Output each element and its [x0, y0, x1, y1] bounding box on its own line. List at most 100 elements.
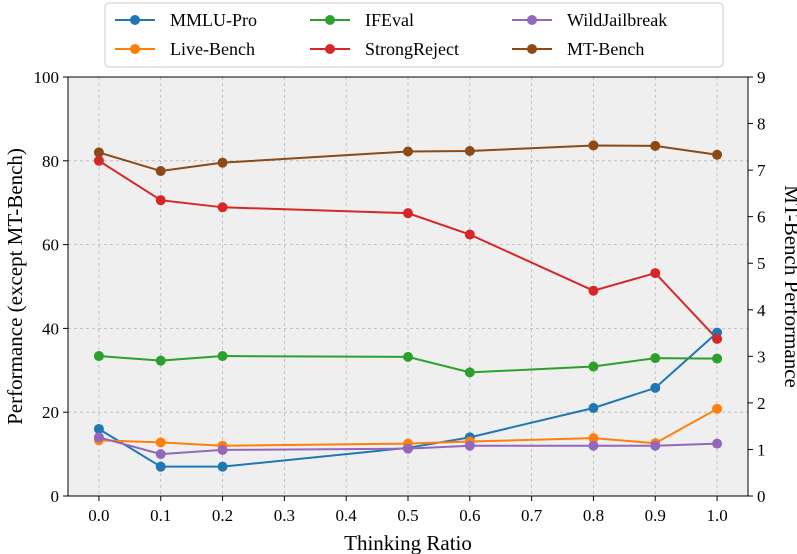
- data-point-wildjailbreak: [217, 444, 228, 455]
- legend-marker: [527, 44, 537, 54]
- data-point-mt-bench: [93, 147, 104, 158]
- x-tick-label: 1.0: [706, 506, 727, 525]
- data-point-strongreject: [588, 285, 599, 296]
- x-tick-label: 0.4: [336, 506, 358, 525]
- y-left-tick-label: 40: [42, 319, 59, 338]
- y-left-tick-label: 80: [42, 152, 59, 171]
- legend-label: Live-Bench: [170, 39, 255, 59]
- data-point-strongreject: [93, 155, 104, 166]
- data-point-wildjailbreak: [588, 440, 599, 451]
- data-point-mt-bench: [217, 157, 228, 168]
- legend-item: WildJailbreak: [512, 10, 667, 30]
- data-point-wildjailbreak: [712, 438, 723, 449]
- data-point-mmlu-pro: [650, 382, 661, 393]
- data-point-mmlu-pro: [588, 403, 599, 414]
- x-tick-label: 0.3: [274, 506, 295, 525]
- series-line-mt-bench: [98, 144, 718, 173]
- y-right-tick-label: 5: [757, 254, 766, 273]
- y-right-tick-label: 6: [757, 208, 766, 227]
- x-tick-label: 0.9: [645, 506, 666, 525]
- x-tick-label: 0.7: [521, 506, 543, 525]
- legend-item: MMLU-Pro: [115, 10, 257, 30]
- legend-box: [104, 2, 724, 68]
- y-right-tick-label: 1: [757, 440, 766, 459]
- data-point-ifeval: [464, 367, 475, 378]
- data-point-ifeval: [588, 361, 599, 372]
- legend-marker: [130, 15, 140, 25]
- data-point-mt-bench: [403, 146, 413, 157]
- data-point-strongreject: [650, 268, 661, 279]
- data-point-mt-bench: [650, 140, 661, 151]
- legend-marker: [130, 44, 140, 54]
- x-axis-label: Thinking Ratio: [344, 531, 472, 554]
- data-point-mt-bench: [464, 146, 475, 157]
- y-left-tick-label: 0: [51, 487, 60, 506]
- x-tick-label: 0.0: [88, 506, 109, 525]
- y-right-tick-label: 2: [757, 394, 766, 413]
- y-right-tick-label: 8: [757, 115, 766, 134]
- data-point-ifeval: [217, 351, 228, 362]
- data-point-ifeval: [712, 353, 723, 364]
- y-right-tick-label: 7: [757, 161, 766, 180]
- data-point-ifeval: [650, 353, 661, 364]
- data-point-strongreject: [464, 229, 475, 240]
- data-point-strongreject: [155, 195, 166, 206]
- data-point-mt-bench: [712, 149, 723, 160]
- y-right-tick-label: 0: [757, 487, 766, 506]
- data-point-mt-bench: [155, 166, 166, 177]
- data-point-ifeval: [403, 351, 413, 362]
- x-tick-label: 0.2: [212, 506, 233, 525]
- legend-item: Live-Bench: [115, 39, 255, 59]
- series-lines: [98, 144, 718, 468]
- legend-item: StrongReject: [310, 39, 459, 59]
- legend-item: MT-Bench: [512, 39, 644, 59]
- legend-label: WildJailbreak: [567, 10, 667, 30]
- data-point-wildjailbreak: [403, 443, 413, 454]
- x-tick-label: 0.5: [397, 506, 418, 525]
- data-point-wildjailbreak: [93, 432, 104, 443]
- y-axis-left: 0 20 40 60 80 100: [34, 68, 68, 506]
- y-left-tick-label: 20: [42, 403, 59, 422]
- legend-label: MT-Bench: [567, 39, 644, 59]
- y-right-tick-label: 3: [757, 347, 766, 366]
- x-tick-label: 0.6: [459, 506, 480, 525]
- y-axis-left-label: Performance (except MT-Bench): [3, 148, 27, 425]
- legend: MMLU-Pro Live-Bench IFEval StrongReject Wild…: [104, 2, 724, 68]
- series-line-live-bench: [98, 407, 718, 447]
- data-point-live-bench: [712, 403, 723, 414]
- data-point-ifeval: [93, 351, 104, 362]
- y-left-tick-label: 100: [34, 68, 60, 87]
- data-point-mmlu-pro: [217, 461, 228, 472]
- data-point-strongreject: [712, 333, 723, 344]
- legend-marker: [527, 15, 537, 25]
- data-point-ifeval: [155, 355, 166, 366]
- x-tick-label: 0.8: [583, 506, 604, 525]
- legend-label: MMLU-Pro: [170, 10, 257, 30]
- x-axis: 0.0 0.1 0.2 0.3 0.4 0.5 0.6 0.7 0.8 0.9 1.0: [88, 496, 728, 525]
- data-point-wildjailbreak: [650, 440, 661, 451]
- data-point-live-bench: [155, 437, 166, 448]
- data-point-wildjailbreak: [464, 440, 475, 451]
- series-line-strongreject: [98, 159, 718, 340]
- data-point-live-bench: [588, 433, 599, 444]
- y-right-tick-label: 4: [757, 301, 766, 320]
- y-axis-right: 0 1 2 3 4 5 6 7 8 9: [748, 68, 766, 506]
- series-line-wildjailbreak: [98, 436, 718, 456]
- legend-marker: [325, 15, 335, 25]
- data-point-wildjailbreak: [155, 449, 166, 460]
- data-point-mmlu-pro: [155, 461, 166, 472]
- y-right-tick-label: 9: [757, 68, 766, 87]
- legend-label: StrongReject: [365, 39, 459, 59]
- data-point-strongreject: [403, 208, 413, 219]
- y-axis-right-label: MT-Bench Performance: [780, 185, 797, 388]
- legend-marker: [325, 44, 335, 54]
- legend-label: IFEval: [365, 10, 414, 30]
- series-points: [93, 140, 723, 472]
- x-tick-label: 0.1: [150, 506, 171, 525]
- data-point-mt-bench: [588, 140, 599, 151]
- y-left-tick-label: 60: [42, 236, 59, 255]
- data-point-strongreject: [217, 202, 228, 213]
- legend-item: IFEval: [310, 10, 414, 30]
- data-point-mmlu-pro: [93, 423, 104, 434]
